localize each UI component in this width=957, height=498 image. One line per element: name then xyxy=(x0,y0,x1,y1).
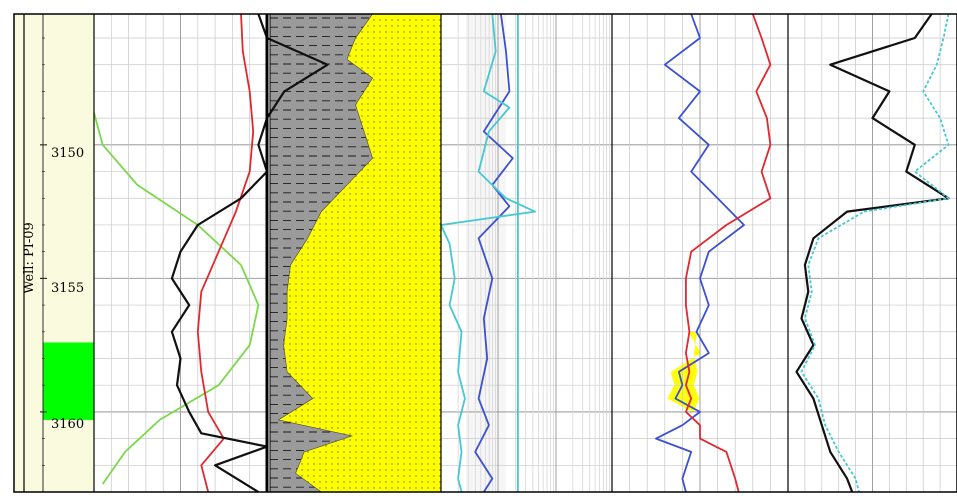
shale-fill xyxy=(270,14,373,492)
track5-black-curve xyxy=(795,13,950,493)
track3-cyan-curve xyxy=(440,13,536,493)
plot-frame xyxy=(13,13,957,493)
depth-track: Well: PI-09 3150 3155 3160 xyxy=(22,146,84,432)
background-layer xyxy=(14,14,506,492)
track1-green-curve xyxy=(93,112,260,485)
track4-blue-curve xyxy=(655,13,745,493)
depth-tick-label: 3160 xyxy=(51,417,84,432)
track4-red-curve xyxy=(685,13,772,493)
well-label: Well: PI-09 xyxy=(22,222,37,294)
label-strip-bg xyxy=(14,14,24,492)
porosity-fill xyxy=(667,331,701,412)
depth-tick-label: 3150 xyxy=(51,146,84,161)
curve-layer xyxy=(93,13,950,493)
depth-tick-label: 3155 xyxy=(51,281,84,296)
track1-red-curve xyxy=(196,13,255,493)
track5-cyan-curve xyxy=(800,13,950,493)
track3-blue-curve xyxy=(474,13,514,493)
shale-boundary xyxy=(277,13,374,493)
track1-black-curve xyxy=(170,13,329,493)
frame-layer xyxy=(13,13,957,493)
fill-layer xyxy=(270,13,701,493)
zone-marker xyxy=(43,342,94,420)
